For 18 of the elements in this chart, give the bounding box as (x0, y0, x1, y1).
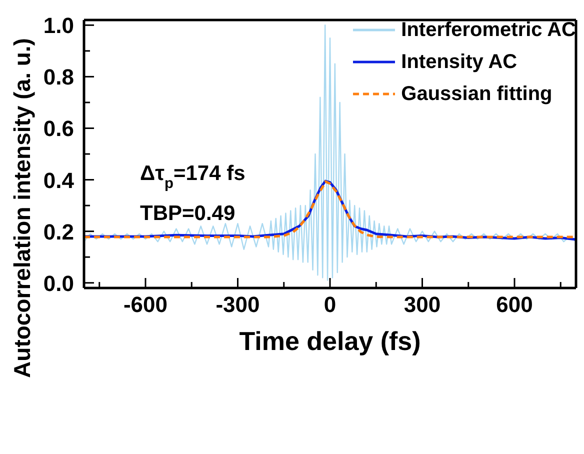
y-tick-label: 1.0 (43, 13, 74, 38)
y-tick-label: 0.4 (43, 168, 75, 193)
x-tick-label: 600 (496, 292, 533, 317)
y-tick-label: 0.2 (43, 219, 74, 244)
x-tick-label: -300 (216, 292, 260, 317)
annotation: Δτ$_{p}$=174 fs (140, 162, 246, 192)
x-tick-label: 0 (324, 292, 336, 317)
legend-label: Gaussian fitting (401, 82, 552, 106)
y-tick-label: 0.0 (43, 270, 74, 296)
y-tick-label: 0.6 (43, 116, 74, 142)
y-axis-title: Autocorrelation intensity (a. u.) (9, 38, 35, 378)
x-tick-label: 300 (404, 292, 441, 317)
annotation: TBP=0.49 (140, 202, 236, 225)
y-tick-label: 0.8 (43, 64, 74, 90)
legend-label: Interferometric AC (401, 18, 576, 42)
x-axis-title: Time delay (fs) (239, 326, 421, 356)
legend-label: Intensity AC (401, 50, 518, 74)
x-tick-label: -600 (123, 292, 168, 317)
